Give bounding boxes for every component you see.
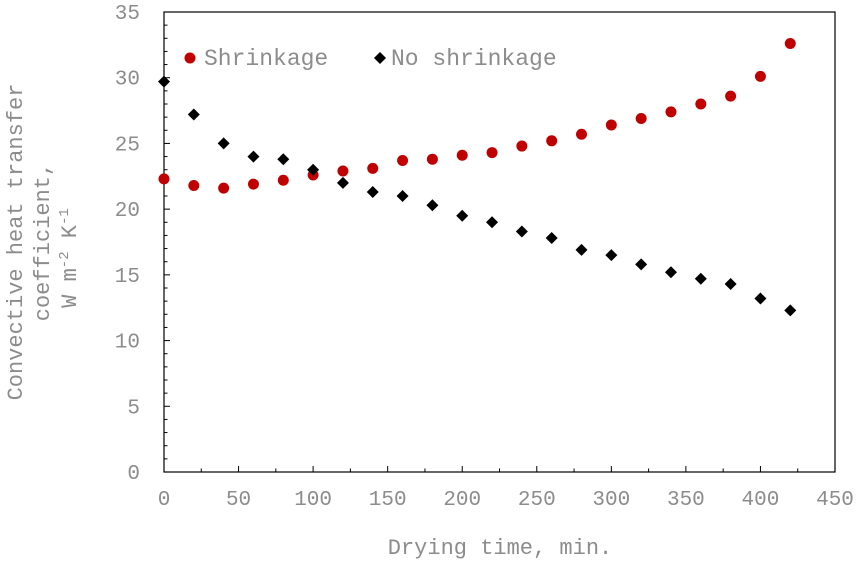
y-axis-tick-labels: 0 5 10 15 20 25 30 35 xyxy=(115,3,140,486)
data-point-no-shrinkage xyxy=(784,304,797,317)
y-axis-title-unit-k: K xyxy=(58,224,83,251)
data-point-shrinkage xyxy=(754,70,766,82)
data-point-shrinkage xyxy=(784,38,796,50)
series-layer xyxy=(158,38,797,317)
data-point-no-shrinkage xyxy=(247,150,260,163)
y-axis-title-exp1: -2 xyxy=(57,251,73,268)
legend-label-no-shrinkage: No shrinkage xyxy=(391,46,557,72)
data-point-no-shrinkage xyxy=(486,216,499,229)
x-tick-label: 250 xyxy=(518,489,556,512)
y-axis-title-line1: Convective heat transfer xyxy=(4,84,29,401)
data-point-no-shrinkage xyxy=(336,176,349,189)
data-point-shrinkage xyxy=(486,147,498,159)
x-axis-title: Drying time, min. xyxy=(388,536,612,561)
data-point-no-shrinkage xyxy=(724,278,737,291)
y-axis-title-exp2: -1 xyxy=(57,208,73,225)
data-point-no-shrinkage xyxy=(754,292,767,305)
data-point-shrinkage xyxy=(277,174,289,186)
y-tick-label: 0 xyxy=(127,463,140,486)
x-tick-label: 150 xyxy=(369,489,407,512)
y-axis-title: Convective heat transfer coefficient, W … xyxy=(4,84,83,401)
data-point-shrinkage xyxy=(188,179,200,191)
x-tick-label: 400 xyxy=(742,489,780,512)
data-point-no-shrinkage xyxy=(277,153,290,166)
x-tick-label: 50 xyxy=(226,489,251,512)
x-tick-label: 450 xyxy=(816,489,854,512)
series-shrinkage xyxy=(158,38,796,194)
y-tick-label: 15 xyxy=(115,266,140,289)
data-point-shrinkage xyxy=(337,165,349,177)
data-point-no-shrinkage xyxy=(635,258,648,271)
x-tick-label: 200 xyxy=(443,489,481,512)
data-point-shrinkage xyxy=(516,140,528,152)
data-point-no-shrinkage xyxy=(396,190,409,202)
data-point-shrinkage xyxy=(367,162,379,174)
legend-label-shrinkage: Shrinkage xyxy=(204,46,328,72)
data-point-shrinkage xyxy=(397,155,409,167)
y-axis-title-line2: coefficient, xyxy=(31,163,56,321)
y-tick-label: 25 xyxy=(115,134,140,157)
data-point-no-shrinkage xyxy=(575,243,588,256)
y-tick-label: 35 xyxy=(115,3,140,26)
x-tick-label: 350 xyxy=(667,489,705,512)
data-point-no-shrinkage xyxy=(158,75,170,88)
x-axis-ticks xyxy=(163,466,836,472)
x-tick-label: 0 xyxy=(158,489,171,512)
data-point-shrinkage xyxy=(247,178,259,190)
data-point-shrinkage xyxy=(546,135,558,147)
data-point-shrinkage xyxy=(605,119,617,131)
data-point-shrinkage xyxy=(725,90,737,102)
y-tick-label: 20 xyxy=(115,200,140,223)
legend-marker-shrinkage xyxy=(184,52,196,64)
data-point-shrinkage xyxy=(218,182,230,194)
plot-area: 0 50 100 150 200 250 300 350 400 450 0 5 10 15 20 25 30… xyxy=(115,3,854,512)
y-axis-title-line3: W m-2 K-1 xyxy=(57,208,83,308)
data-point-no-shrinkage xyxy=(187,108,200,121)
x-axis-tick-labels: 0 50 100 150 200 250 300 350 400 450 xyxy=(158,489,854,512)
x-tick-label: 300 xyxy=(592,489,630,512)
data-point-no-shrinkage xyxy=(605,249,618,262)
data-point-shrinkage xyxy=(635,112,647,124)
data-point-no-shrinkage xyxy=(545,232,558,245)
data-point-no-shrinkage xyxy=(456,209,469,222)
data-point-no-shrinkage xyxy=(217,137,230,150)
data-point-no-shrinkage xyxy=(307,163,320,176)
plot-frame xyxy=(163,11,836,473)
y-tick-label: 10 xyxy=(115,332,140,355)
data-point-no-shrinkage xyxy=(366,186,379,199)
data-point-no-shrinkage xyxy=(664,266,677,279)
y-tick-label: 5 xyxy=(127,397,140,420)
y-axis-title-unit-w: W m xyxy=(58,268,83,308)
data-point-shrinkage xyxy=(456,149,468,161)
legend: Shrinkage No shrinkage xyxy=(184,46,557,72)
x-tick-label: 100 xyxy=(294,489,332,512)
data-point-shrinkage xyxy=(426,153,438,165)
y-axis-ticks xyxy=(164,11,170,473)
data-point-shrinkage xyxy=(665,106,677,118)
data-point-shrinkage xyxy=(158,173,170,185)
legend-marker-no-shrinkage xyxy=(374,52,386,64)
data-point-no-shrinkage xyxy=(426,199,439,212)
series-no-shrinkage xyxy=(158,75,797,317)
data-point-shrinkage xyxy=(576,128,588,140)
data-point-shrinkage xyxy=(695,98,707,110)
data-point-no-shrinkage xyxy=(694,272,707,285)
y-tick-label: 30 xyxy=(115,69,140,92)
data-point-no-shrinkage xyxy=(515,225,528,238)
